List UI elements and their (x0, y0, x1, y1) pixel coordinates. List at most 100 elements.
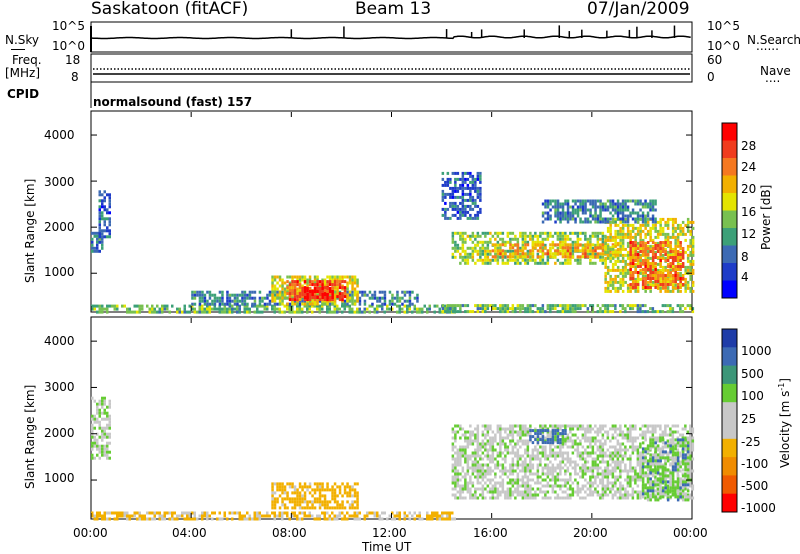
velocity-cell (346, 482, 349, 486)
power-cell (549, 249, 552, 253)
velocity-cell (301, 485, 304, 489)
power-cell (306, 304, 309, 308)
velocity-cell (496, 454, 500, 458)
power-cell (486, 243, 490, 247)
velocity-cell (331, 488, 334, 492)
power-cell (561, 208, 565, 212)
velocity-cell (348, 488, 352, 492)
velocity-cell (484, 445, 487, 449)
power-cell (674, 226, 677, 230)
power-cell (336, 295, 339, 299)
power-cell (196, 310, 199, 314)
power-cb-tick: 12 (741, 227, 757, 241)
power-cell (604, 238, 607, 242)
velocity-cell (516, 448, 520, 452)
velocity-cell (388, 514, 391, 518)
velocity-cell (486, 448, 490, 452)
velocity-cell (524, 490, 527, 494)
power-cell (671, 259, 675, 262)
power-cell (584, 199, 587, 203)
power-cell (486, 307, 490, 311)
velocity-cell (591, 439, 595, 443)
velocity-cell (403, 517, 406, 521)
power-cell (659, 265, 662, 268)
velocity-cell (639, 451, 642, 455)
power-cell (228, 296, 232, 300)
velocity-cell (486, 433, 490, 437)
power-cell (153, 307, 156, 311)
velocity-cell (346, 491, 349, 495)
power-cell (444, 183, 447, 187)
velocity-cell (461, 427, 465, 431)
power-cell (103, 205, 106, 209)
power-cell (476, 189, 480, 193)
velocity-cell (328, 517, 331, 521)
power-cell (501, 261, 505, 265)
power-cell (521, 249, 525, 253)
power-cell (454, 249, 457, 253)
power-cell (108, 205, 111, 209)
velocity-cell (308, 506, 312, 510)
power-cell (689, 268, 692, 272)
power-cell (591, 199, 595, 203)
velocity-cell (128, 514, 131, 518)
velocity-cell (549, 433, 552, 437)
velocity-cell (403, 514, 406, 518)
power-cell (326, 283, 329, 287)
power-cell (599, 208, 602, 212)
power-cell (356, 293, 359, 297)
power-cell (469, 237, 472, 241)
power-cell (669, 217, 672, 221)
velocity-cell (96, 402, 99, 406)
velocity-cell (496, 442, 500, 446)
power-cell (531, 240, 535, 244)
power-cell (649, 250, 652, 253)
power-cell (591, 231, 595, 235)
power-cell (388, 302, 392, 306)
velocity-cell (106, 423, 109, 427)
power-cell (639, 271, 642, 275)
power-cell (464, 204, 467, 208)
power-cell (564, 252, 567, 256)
power-cell (604, 205, 607, 209)
velocity-cell (544, 484, 547, 488)
power-cell (336, 290, 339, 294)
velocity-cell (226, 517, 229, 521)
power-cell (491, 249, 495, 253)
velocity-cell (258, 514, 261, 518)
power-cell (108, 235, 111, 239)
velocity-cell (511, 457, 515, 461)
power-cell (489, 237, 492, 241)
velocity-cell (581, 454, 585, 458)
power-cell (534, 258, 537, 262)
power-cell (193, 302, 197, 306)
power-cell (611, 202, 615, 206)
power-cell (353, 281, 357, 285)
velocity-cell (336, 485, 339, 489)
velocity-cell (291, 497, 294, 501)
power-cell (201, 307, 204, 311)
power-cell (213, 307, 216, 311)
power-cell (476, 310, 480, 314)
power-cell (614, 220, 617, 224)
power-cell (451, 231, 455, 235)
velocity-cell (479, 487, 482, 491)
power-cell (446, 183, 450, 187)
velocity-cell (559, 424, 562, 428)
power-cell (656, 268, 660, 272)
velocity-cell (586, 487, 590, 491)
power-cell (574, 199, 577, 203)
power-cell (484, 310, 487, 314)
velocity-cell (118, 511, 121, 515)
power-cell (238, 307, 241, 311)
velocity-cell (491, 493, 495, 497)
power-cell (476, 192, 480, 196)
velocity-cell (571, 427, 575, 431)
power-cell (559, 220, 562, 224)
velocity-cell (464, 454, 467, 458)
power-cell (559, 211, 562, 215)
velocity-cell (489, 496, 492, 500)
velocity-cell (516, 475, 520, 479)
velocity-cell (499, 436, 502, 440)
power-cell (654, 280, 657, 283)
